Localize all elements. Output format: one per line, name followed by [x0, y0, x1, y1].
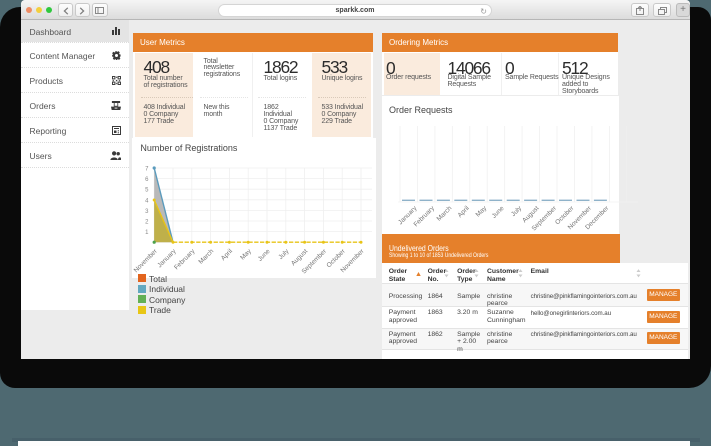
svg-text:4: 4	[146, 198, 150, 204]
svg-text:5: 5	[146, 188, 150, 194]
svg-text:June: June	[257, 248, 272, 263]
svg-text:February: February	[173, 247, 197, 271]
svg-text:7: 7	[146, 167, 150, 173]
svg-text:June: June	[491, 204, 506, 219]
svg-text:May: May	[475, 204, 489, 218]
svg-text:1: 1	[146, 230, 150, 236]
svg-text:April: April	[457, 204, 472, 219]
svg-text:2: 2	[146, 220, 150, 226]
svg-text:July: July	[510, 204, 524, 218]
svg-text:6: 6	[146, 177, 150, 183]
svg-text:March: March	[198, 248, 216, 266]
svg-text:April: April	[220, 248, 235, 263]
svg-text:March: March	[436, 204, 454, 222]
svg-text:November: November	[133, 247, 160, 274]
svg-text:May: May	[240, 247, 254, 261]
svg-text:3: 3	[146, 209, 150, 215]
svg-text:July: July	[278, 247, 292, 261]
